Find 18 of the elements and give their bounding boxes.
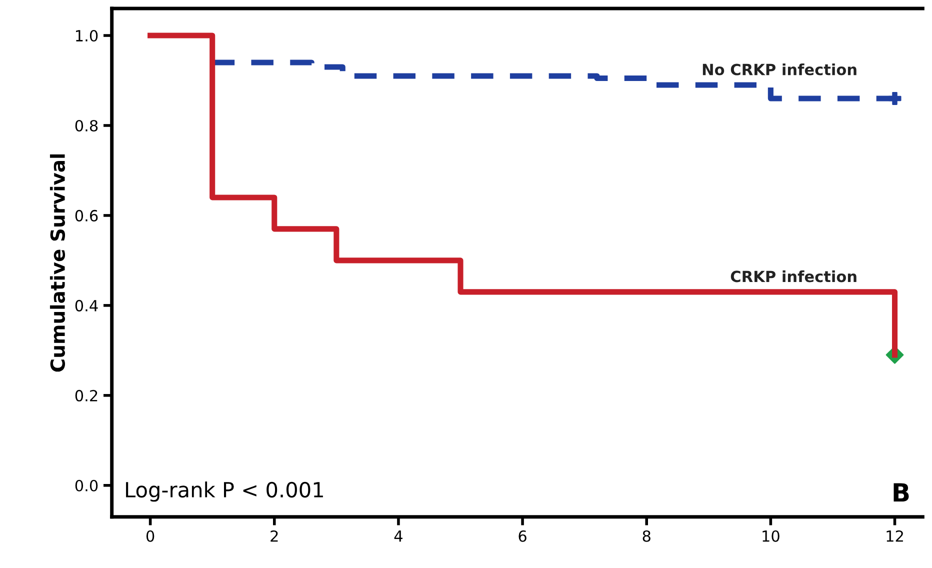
y-tick-label: 0.0 <box>75 480 98 492</box>
annotation: Log-rank P < 0.001 <box>126 481 323 502</box>
annotation: B <box>894 483 909 502</box>
y-axis-title: Cumulative Survival <box>50 154 66 372</box>
series-label: No CRKP infection <box>702 63 856 76</box>
x-tick-label: 10 <box>762 530 780 542</box>
y-tick-label: 0.4 <box>75 300 98 312</box>
x-tick-label: 0 <box>146 530 154 542</box>
series-label: CRKP infection <box>730 270 856 282</box>
y-tick-label: 0.6 <box>75 210 98 222</box>
x-tick-label: 2 <box>270 530 278 542</box>
y-tick-label: 1.0 <box>76 30 98 42</box>
y-tick-label: 0.2 <box>75 390 98 402</box>
x-tick-label: 6 <box>518 530 526 542</box>
x-tick-label: 12 <box>886 530 903 542</box>
x-tick-label: 8 <box>642 530 650 542</box>
y-tick-label: 0.8 <box>75 120 98 132</box>
x-tick-label: 4 <box>394 530 402 542</box>
